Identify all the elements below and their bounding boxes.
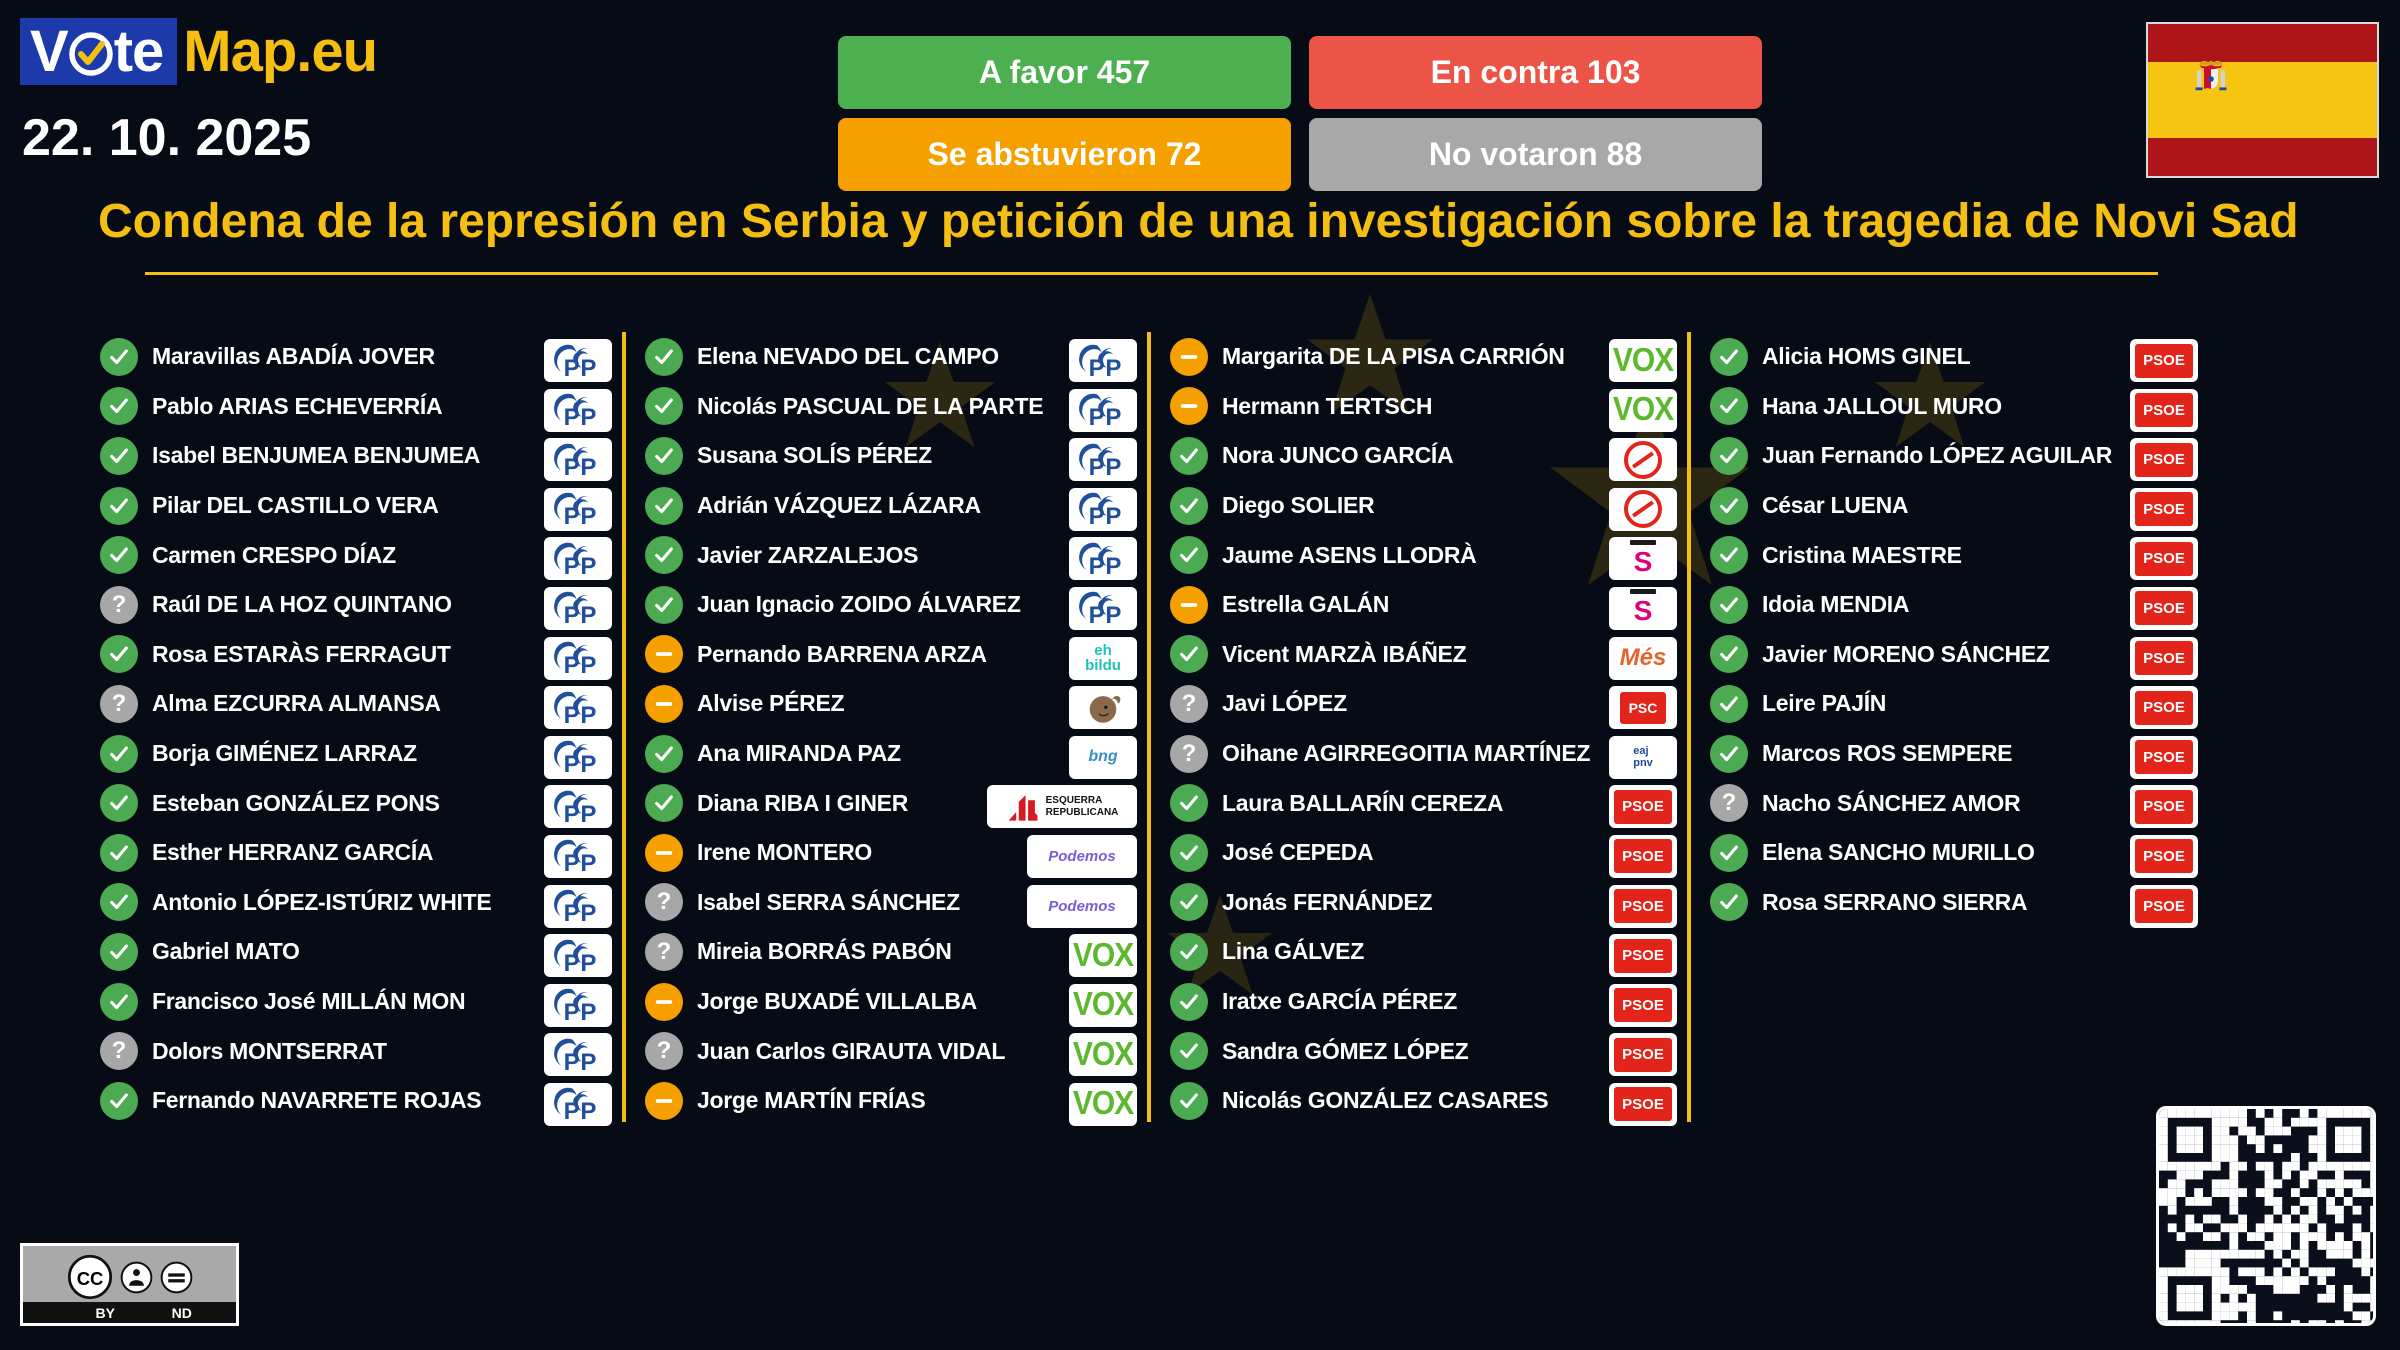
svg-text:P: P	[564, 751, 580, 777]
svg-text:P: P	[580, 702, 596, 728]
svg-text:P: P	[580, 503, 596, 529]
svg-text:P: P	[1089, 553, 1105, 579]
svg-text:P: P	[580, 652, 596, 678]
svg-text:P: P	[1089, 503, 1105, 529]
svg-text:P: P	[564, 900, 580, 926]
svg-text:P: P	[564, 1049, 580, 1075]
svg-text:P: P	[564, 999, 580, 1025]
svg-text:P: P	[1105, 355, 1121, 381]
svg-text:P: P	[1089, 404, 1105, 430]
svg-text:P: P	[564, 503, 580, 529]
svg-text:P: P	[580, 999, 596, 1025]
svg-text:P: P	[564, 801, 580, 827]
svg-text:P: P	[580, 454, 596, 480]
svg-text:P: P	[1105, 553, 1121, 579]
svg-text:P: P	[580, 553, 596, 579]
svg-text:P: P	[1105, 454, 1121, 480]
svg-text:P: P	[1105, 503, 1121, 529]
svg-text:P: P	[580, 950, 596, 976]
svg-text:P: P	[1105, 602, 1121, 628]
svg-text:P: P	[1089, 602, 1105, 628]
svg-text:P: P	[580, 1049, 596, 1075]
svg-text:P: P	[564, 404, 580, 430]
svg-text:P: P	[580, 1098, 596, 1124]
svg-text:P: P	[564, 950, 580, 976]
svg-text:P: P	[564, 553, 580, 579]
svg-text:P: P	[564, 702, 580, 728]
svg-text:P: P	[580, 850, 596, 876]
svg-text:P: P	[580, 355, 596, 381]
svg-text:P: P	[1105, 404, 1121, 430]
svg-text:P: P	[564, 602, 580, 628]
svg-text:P: P	[580, 751, 596, 777]
svg-text:CC: CC	[76, 1268, 103, 1289]
svg-text:P: P	[1089, 355, 1105, 381]
svg-text:P: P	[580, 801, 596, 827]
svg-text:P: P	[564, 850, 580, 876]
svg-text:P: P	[580, 900, 596, 926]
svg-text:P: P	[564, 652, 580, 678]
svg-text:P: P	[1089, 454, 1105, 480]
svg-text:P: P	[580, 404, 596, 430]
svg-text:P: P	[564, 454, 580, 480]
svg-text:P: P	[580, 602, 596, 628]
svg-text:P: P	[564, 355, 580, 381]
svg-text:P: P	[564, 1098, 580, 1124]
